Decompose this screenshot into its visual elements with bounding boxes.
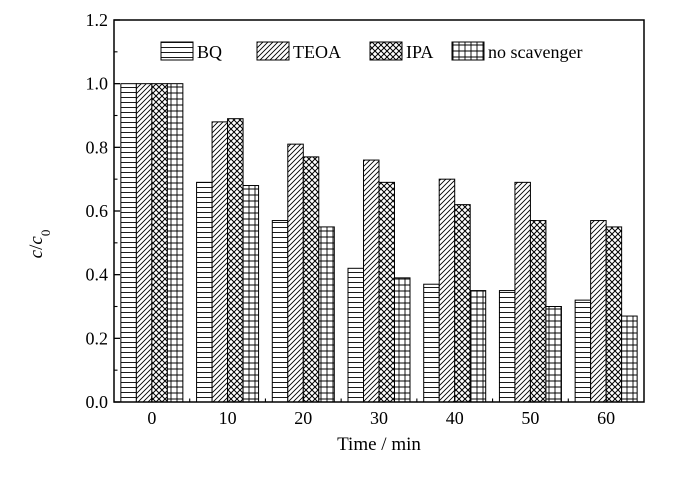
axes-group: 0.0 0.2 0.4 0.6 0.8 1.0 1.2 0 10 20 30 40 50 60 <box>86 10 645 428</box>
bar-ipa-40 <box>454 204 471 403</box>
x-tick-label: 10 <box>219 408 237 428</box>
bar-ipa-30 <box>378 181 395 403</box>
bar-bq-20 <box>271 220 289 403</box>
legend-swatch-ipa <box>369 41 403 61</box>
x-tick-label: 60 <box>597 408 615 428</box>
y-axis-label: c/c0 <box>26 230 53 259</box>
bar-ipa-0 <box>151 83 168 403</box>
bar-bq-0 <box>120 83 137 403</box>
bar-teoa-30 <box>363 159 380 403</box>
bars-group <box>120 83 638 403</box>
legend-swatch-bq <box>160 41 194 61</box>
bar-teoa-50 <box>514 181 531 403</box>
y-tick-label: 0.8 <box>86 137 109 157</box>
bar-bq-30 <box>347 267 364 403</box>
legend-swatch-teoa <box>256 41 290 61</box>
bar-ipa-50 <box>529 220 547 403</box>
bar-no-scavenger-60 <box>621 315 638 403</box>
bar-bq-60 <box>574 299 592 403</box>
bar-no-scavenger-20 <box>318 226 335 403</box>
bar-teoa-10 <box>211 121 229 403</box>
x-tick-label: 40 <box>446 408 464 428</box>
bar-no-scavenger-40 <box>469 290 487 403</box>
y-tick-label: 1.2 <box>86 10 109 30</box>
bar-no-scavenger-30 <box>394 277 411 403</box>
bar-teoa-0 <box>135 83 153 403</box>
x-axis-label: Time / min <box>337 434 421 455</box>
bar-no-scavenger-50 <box>545 306 562 403</box>
bar-bq-50 <box>498 290 516 403</box>
bar-bq-10 <box>196 181 213 403</box>
y-tick-label: 0.2 <box>86 328 109 348</box>
bar-ipa-60 <box>605 226 623 403</box>
legend-label-ipa: IPA <box>406 42 433 62</box>
y-tick-label: 0.0 <box>86 392 109 412</box>
bar-teoa-40 <box>438 178 456 403</box>
bar-teoa-60 <box>590 220 607 403</box>
legend-label-bq: BQ <box>197 42 222 62</box>
legend-label-teoa: TEOA <box>293 42 341 62</box>
legend-label-no-scavenger: no scavenger <box>488 42 582 62</box>
bar-no-scavenger-10 <box>242 185 260 403</box>
bar-ipa-10 <box>227 118 244 403</box>
bar-ipa-20 <box>302 156 320 403</box>
bar-bq-40 <box>423 283 440 403</box>
y-tick-label: 1.0 <box>86 74 109 94</box>
bar-teoa-20 <box>287 143 304 403</box>
legend: BQ TEOA IPA no scavenger <box>160 41 582 62</box>
x-tick-label: 50 <box>521 408 539 428</box>
y-tick-label: 0.6 <box>86 201 109 221</box>
x-tick-label: 0 <box>147 408 156 428</box>
y-tick-label: 0.4 <box>86 265 109 285</box>
bar-no-scavenger-0 <box>166 83 184 403</box>
x-tick-label: 30 <box>370 408 388 428</box>
x-tick-label: 20 <box>294 408 312 428</box>
legend-swatch-no-scavenger <box>451 41 485 61</box>
